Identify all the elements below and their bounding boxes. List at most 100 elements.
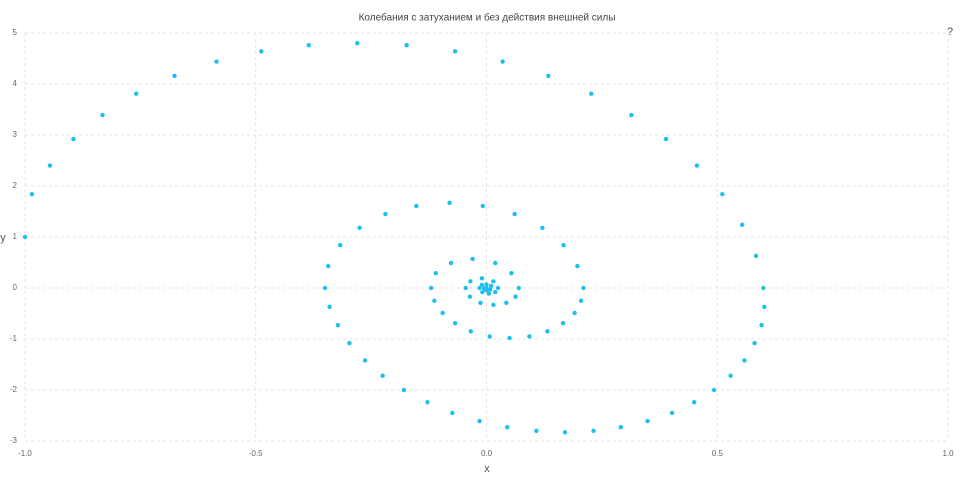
point: [491, 279, 496, 284]
point: [487, 287, 493, 292]
point: [452, 320, 458, 326]
point: [512, 211, 517, 217]
point: [493, 289, 498, 295]
point: [711, 387, 717, 393]
point: [326, 263, 331, 269]
point: [425, 400, 430, 405]
point: [347, 340, 352, 346]
point: [720, 191, 725, 197]
y-tick-label: -2: [10, 385, 18, 394]
point: [433, 271, 438, 276]
chart-title: Колебания с затуханием и без действия вн…: [359, 12, 616, 24]
point: [504, 300, 509, 305]
x-tick-label: 0.0: [481, 449, 493, 458]
y-axis-label: y: [0, 232, 6, 244]
point: [338, 242, 343, 248]
point: [479, 276, 485, 281]
point: [306, 43, 312, 48]
point: [477, 418, 482, 424]
point: [560, 320, 566, 326]
point: [491, 302, 496, 308]
point: [546, 73, 551, 79]
point: [484, 282, 489, 287]
point: [452, 49, 458, 54]
y-tick-label: 2: [13, 181, 18, 190]
point: [484, 285, 489, 291]
y-tick-label: -1: [10, 334, 18, 343]
point: [618, 425, 623, 430]
point: [71, 136, 76, 142]
point: [362, 358, 368, 363]
point: [545, 329, 550, 334]
point: [414, 203, 419, 209]
point: [759, 323, 764, 328]
point: [432, 298, 437, 303]
point: [480, 203, 486, 209]
point: [663, 136, 669, 142]
point: [645, 418, 650, 424]
y-tick-label: 5: [13, 28, 18, 37]
point: [728, 373, 733, 378]
point: [493, 260, 498, 266]
point: [172, 73, 177, 79]
point: [761, 285, 766, 291]
point: [383, 211, 388, 217]
point: [488, 283, 494, 289]
point: [401, 387, 407, 393]
point: [47, 163, 53, 168]
point: [629, 112, 634, 118]
point: [691, 400, 697, 405]
x-tick-label: 0.5: [712, 449, 724, 458]
point: [440, 310, 445, 316]
y-tick-label: 1: [13, 232, 18, 241]
point: [357, 225, 362, 231]
point: [752, 340, 757, 346]
y-tick-label: 4: [13, 79, 18, 88]
point: [742, 358, 747, 363]
point: [477, 285, 482, 291]
point: [470, 256, 475, 262]
point: [572, 310, 577, 316]
y-tick-label: -3: [10, 436, 18, 445]
point: [468, 329, 474, 334]
point: [29, 191, 35, 197]
point: [589, 91, 594, 96]
point: [468, 279, 473, 284]
point: [495, 285, 501, 291]
point: [562, 430, 568, 435]
x-tick-label: 1.0: [942, 449, 954, 458]
point: [581, 285, 586, 291]
point: [428, 285, 434, 291]
point: [479, 282, 485, 288]
point: [259, 49, 264, 54]
point: [134, 91, 139, 96]
point: [534, 428, 539, 433]
point: [762, 304, 767, 310]
point: [753, 253, 759, 259]
point: [100, 112, 105, 118]
x-tick-label: -1.0: [18, 449, 32, 458]
point: [322, 285, 328, 291]
x-tick-label: -0.5: [249, 449, 263, 458]
point: [380, 373, 385, 378]
point: [480, 289, 485, 295]
point: [467, 294, 473, 299]
point: [739, 222, 745, 227]
point: [507, 335, 512, 341]
point: [448, 260, 454, 266]
y-tick-label: 3: [13, 130, 18, 139]
point: [450, 410, 455, 416]
point: [561, 242, 566, 248]
point: [516, 285, 522, 291]
help-button[interactable]: ?: [947, 26, 953, 38]
point: [540, 225, 545, 231]
point: [505, 425, 510, 430]
point: [486, 291, 492, 296]
point: [591, 428, 596, 433]
point: [500, 59, 505, 64]
y-tick-label: 0: [13, 283, 18, 292]
point: [513, 294, 518, 299]
point: [478, 300, 483, 305]
